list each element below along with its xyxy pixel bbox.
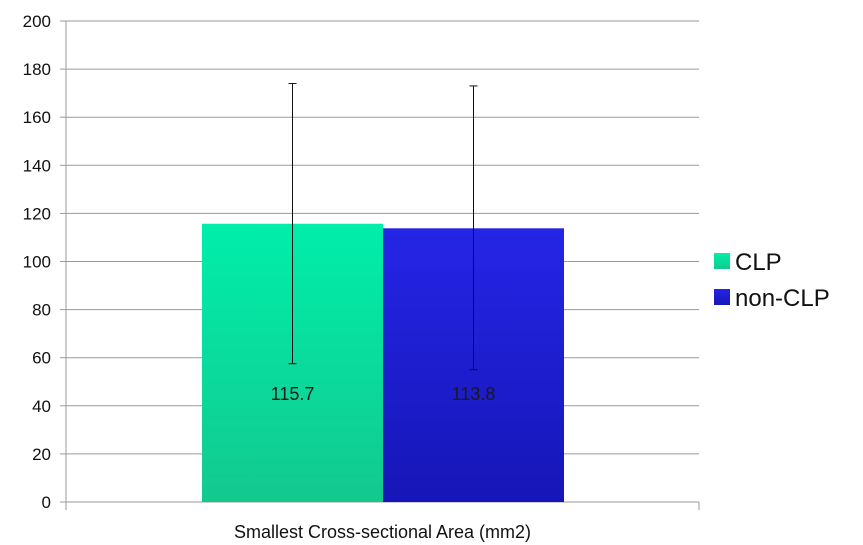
data-labels: 115.7 113.8 [271,384,496,404]
legend: CLP non-CLP [714,249,830,312]
y-tick-label: 200 [23,12,51,31]
y-tick-label: 20 [32,445,51,464]
y-tick-label: 160 [23,108,51,127]
data-label-non-clp: 113.8 [452,384,496,404]
legend-label-non-clp: non-CLP [735,285,830,312]
legend-swatch-clp [714,253,730,269]
y-tick-label: 0 [42,493,51,512]
error-bars [288,83,478,371]
y-tick-label: 120 [23,204,51,223]
x-axis-title: Smallest Cross-sectional Area (mm2) [234,522,531,542]
legend-label-clp: CLP [735,249,782,276]
bars [202,223,564,502]
y-tick-label: 100 [23,253,51,272]
y-tick-label: 180 [23,60,51,79]
axes: 0 20 40 60 80 100 120 140 160 180 200 [23,12,700,512]
y-tick-label: 140 [23,156,51,175]
y-tick-label: 60 [32,349,51,368]
legend-swatch-non-clp [714,289,730,305]
y-tick-label: 80 [32,301,51,320]
data-label-clp: 115.7 [271,384,315,404]
y-tick-label: 40 [32,397,51,416]
